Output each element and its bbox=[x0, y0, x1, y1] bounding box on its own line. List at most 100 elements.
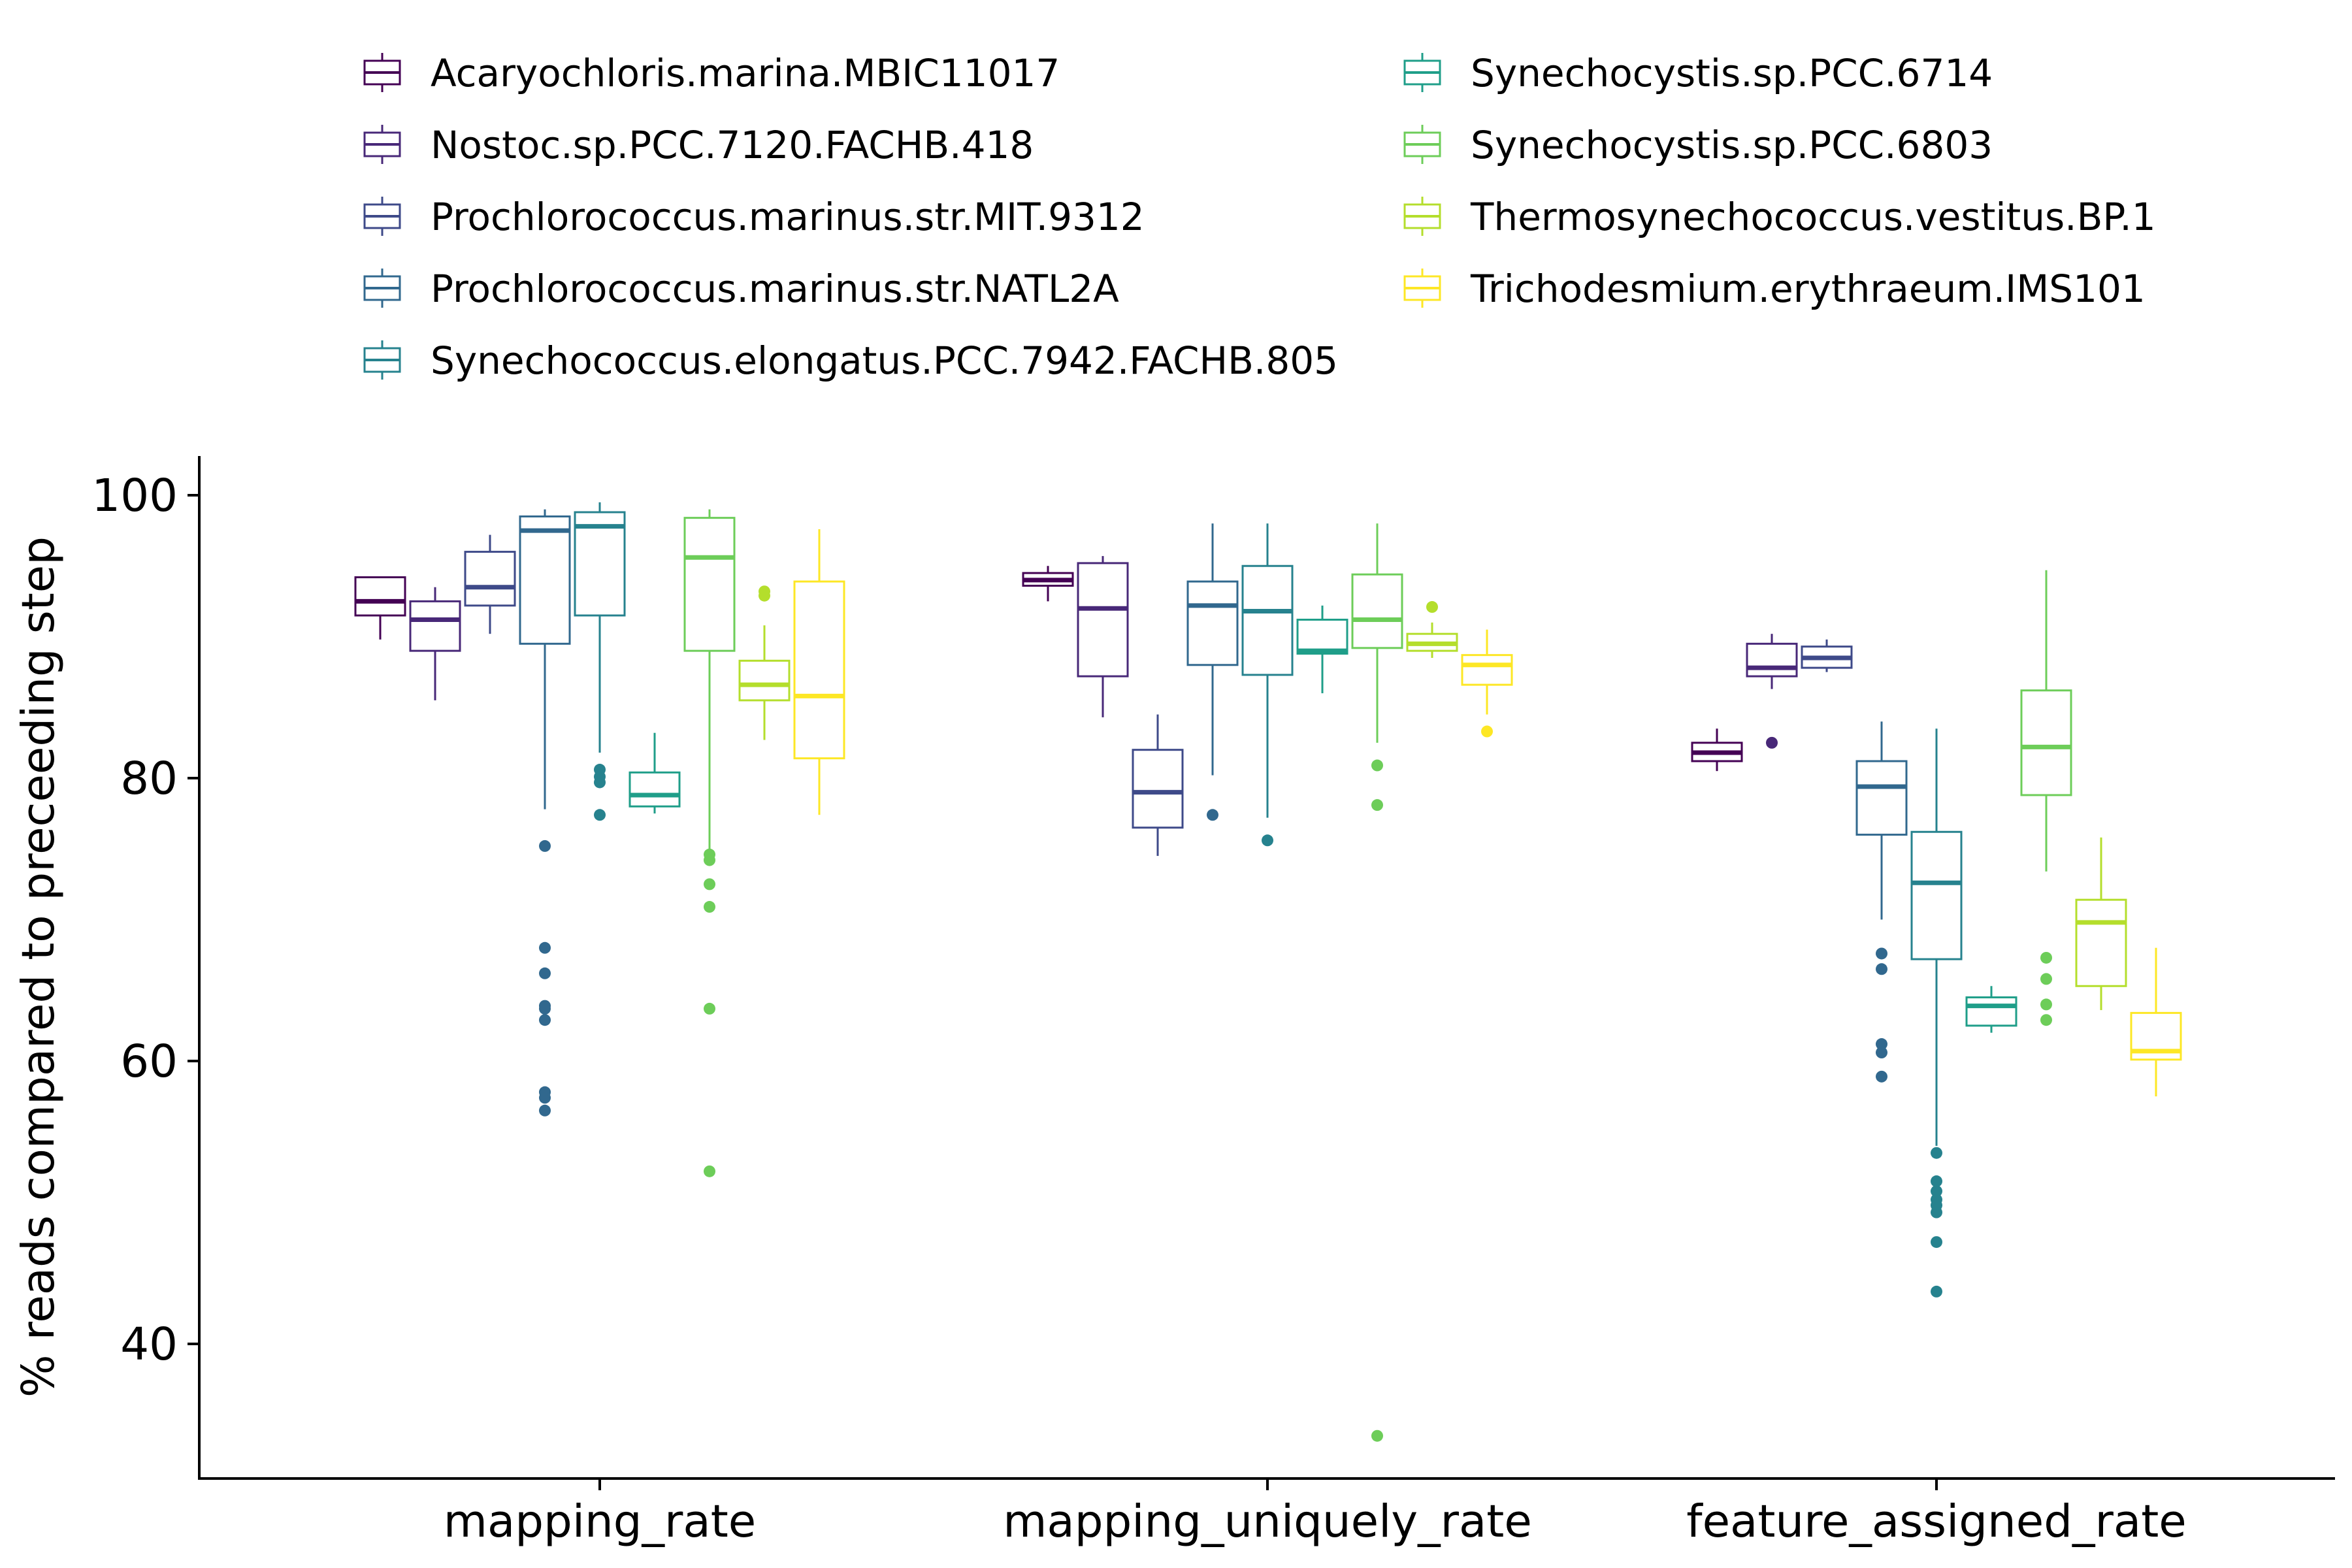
box-rect bbox=[629, 771, 681, 808]
plot-area bbox=[354, 502, 2182, 1442]
box bbox=[1241, 523, 1294, 847]
box bbox=[1186, 523, 1239, 821]
box bbox=[1022, 566, 1074, 602]
outlier-point bbox=[539, 941, 551, 954]
outlier-point bbox=[1371, 759, 1383, 772]
box bbox=[519, 509, 571, 1117]
outlier-point bbox=[1481, 725, 1493, 738]
outlier-point bbox=[1371, 799, 1383, 811]
box bbox=[1077, 556, 1129, 717]
box bbox=[793, 529, 845, 815]
outlier-point bbox=[539, 1014, 551, 1026]
outlier-point bbox=[539, 1092, 551, 1104]
box-rect bbox=[1132, 749, 1184, 829]
outlier-point bbox=[539, 967, 551, 979]
legend-label: Acaryochloris.marina.MBIC11017 bbox=[431, 51, 1060, 95]
y-tick-label: 80 bbox=[120, 753, 178, 805]
box-rect bbox=[683, 517, 736, 652]
legend-label: Prochlorococcus.marinus.str.NATL2A bbox=[431, 267, 1119, 311]
box bbox=[1296, 605, 1348, 694]
box-rect bbox=[2130, 1011, 2182, 1061]
outlier-point bbox=[594, 809, 606, 821]
outlier-point bbox=[539, 840, 551, 852]
x-ticks: mapping_rate mapping_uniquely_rate feature… bbox=[444, 1478, 2187, 1548]
x-tick-label-mapping-rate: mapping_rate bbox=[444, 1495, 756, 1548]
box-rect bbox=[2075, 898, 2127, 987]
box-rect bbox=[1186, 580, 1239, 666]
outlier-point bbox=[1931, 1236, 1942, 1249]
legend-label: Synechocystis.sp.PCC.6803 bbox=[1471, 123, 1993, 167]
outlier-point bbox=[594, 776, 606, 789]
outlier-point bbox=[2040, 998, 2052, 1011]
legend-item: Trichodesmium.erythraeum.IMS101 bbox=[1403, 267, 2146, 311]
outlier-point bbox=[2040, 973, 2052, 985]
x-tick-label-feature-assigned-rate: feature_assigned_rate bbox=[1686, 1495, 2186, 1548]
box bbox=[1406, 601, 1458, 658]
box-rect bbox=[2020, 689, 2072, 796]
outlier-point bbox=[539, 1104, 551, 1117]
box bbox=[354, 576, 406, 640]
legend: Acaryochloris.marina.MBIC11017 Nostoc.sp.… bbox=[363, 51, 2156, 383]
box bbox=[574, 502, 626, 821]
box-rect bbox=[1910, 830, 1963, 960]
y-ticks: 40 60 80 100 bbox=[91, 470, 199, 1371]
outlier-point bbox=[1262, 834, 1273, 847]
legend-item: Nostoc.sp.PCC.7120.FACHB.418 bbox=[363, 123, 1034, 167]
outlier-point bbox=[1876, 963, 1887, 975]
box-rect bbox=[1296, 619, 1348, 655]
box bbox=[1855, 721, 1908, 1083]
box-rect bbox=[519, 515, 571, 645]
legend-item: Synechocystis.sp.PCC.6714 bbox=[1403, 51, 1993, 95]
box bbox=[1132, 714, 1184, 857]
box bbox=[2020, 570, 2072, 1026]
legend-label: Nostoc.sp.PCC.7120.FACHB.418 bbox=[431, 123, 1034, 167]
box-rect bbox=[1461, 654, 1513, 686]
legend-label: Thermosynechococcus.vestitus.BP.1 bbox=[1470, 195, 2156, 239]
outlier-point bbox=[2040, 1014, 2052, 1026]
outlier-point bbox=[704, 878, 715, 890]
outlier-point bbox=[1876, 1038, 1887, 1051]
legend-item: Synechocystis.sp.PCC.6803 bbox=[1403, 123, 1993, 167]
outlier-point bbox=[704, 901, 715, 913]
box bbox=[1910, 728, 1963, 1298]
outlier-point bbox=[704, 1165, 715, 1177]
box-rect bbox=[1746, 642, 1798, 678]
outlier-point bbox=[704, 854, 715, 866]
outlier-point bbox=[1766, 736, 1778, 749]
box-rect bbox=[574, 511, 626, 617]
box bbox=[1461, 629, 1513, 738]
x-tick-label-mapping-uniquely-rate: mapping_uniquely_rate bbox=[1003, 1495, 1532, 1548]
outlier-point bbox=[539, 1002, 551, 1015]
box bbox=[683, 509, 736, 1177]
outlier-point bbox=[1371, 1429, 1383, 1442]
box bbox=[409, 587, 461, 700]
y-tick-label: 100 bbox=[91, 470, 178, 522]
box bbox=[1351, 523, 1403, 1442]
box bbox=[2075, 837, 2127, 1011]
axes: 40 60 80 100 mapping_rate mapping_uniquely_r… bbox=[12, 456, 2335, 1548]
legend-label: Synechococcus.elongatus.PCC.7942.FACHB.8… bbox=[431, 338, 1338, 383]
box bbox=[1965, 986, 2017, 1033]
box-rect bbox=[409, 600, 461, 652]
box-rect bbox=[1241, 564, 1294, 676]
outlier-point bbox=[1876, 1047, 1887, 1059]
outlier-point bbox=[1931, 1185, 1942, 1198]
legend-label: Prochlorococcus.marinus.str.MIT.9312 bbox=[431, 195, 1145, 239]
box-rect bbox=[738, 659, 791, 702]
outlier-point bbox=[704, 1002, 715, 1015]
box bbox=[738, 585, 791, 740]
box bbox=[2130, 947, 2182, 1097]
outlier-point bbox=[2040, 951, 2052, 964]
legend-item: Prochlorococcus.marinus.str.MIT.9312 bbox=[363, 195, 1145, 239]
box-rect bbox=[354, 576, 406, 617]
y-tick-label: 60 bbox=[120, 1036, 178, 1088]
outlier-point bbox=[1931, 1285, 1942, 1298]
legend-label: Trichodesmium.erythraeum.IMS101 bbox=[1470, 267, 2146, 311]
outlier-point bbox=[759, 589, 770, 602]
box bbox=[629, 732, 681, 814]
y-axis-title: % reads compared to preceeding step bbox=[12, 536, 65, 1397]
legend-item: Synechococcus.elongatus.PCC.7942.FACHB.8… bbox=[363, 338, 1338, 383]
outlier-point bbox=[1876, 947, 1887, 960]
legend-item: Acaryochloris.marina.MBIC11017 bbox=[363, 51, 1060, 95]
